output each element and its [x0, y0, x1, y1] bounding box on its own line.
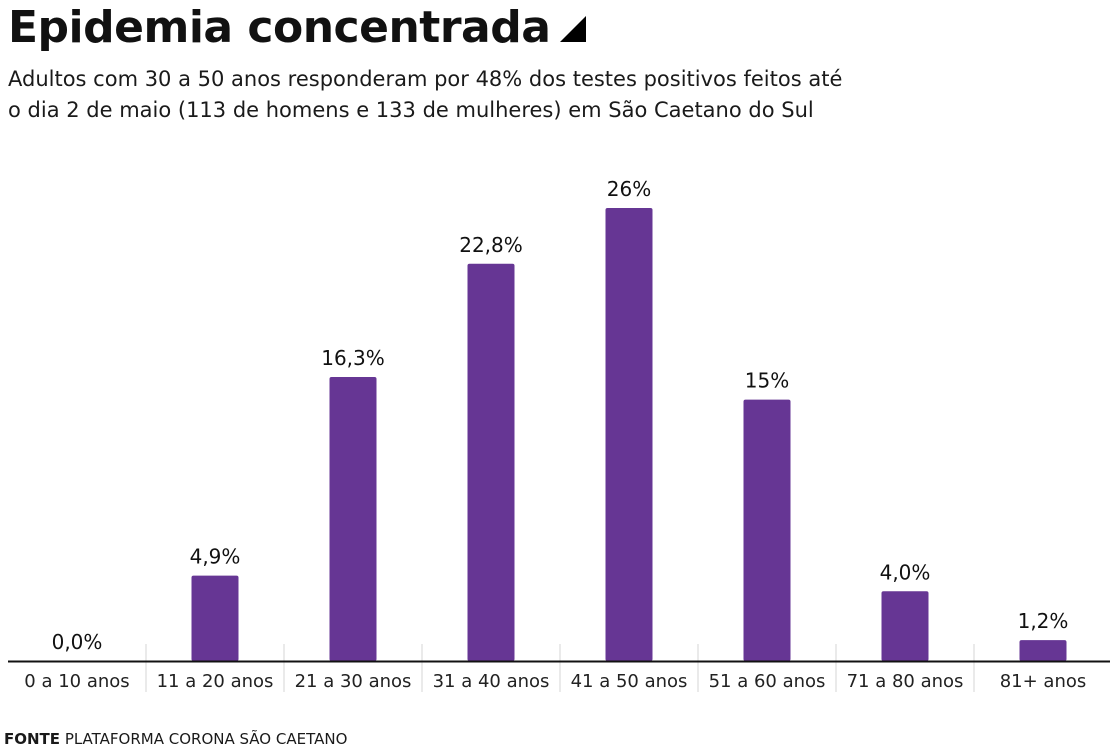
x-tick-label: 31 a 40 anos	[433, 671, 550, 692]
source-note: FONTE PLATAFORMA CORONA SÃO CAETANO	[4, 730, 347, 748]
chart-title: Epidemia concentrada	[8, 2, 587, 54]
bar	[191, 575, 239, 661]
bar	[881, 591, 929, 661]
data-label: 4,0%	[880, 560, 931, 584]
bar	[1019, 640, 1067, 661]
data-label: 22,8%	[459, 233, 523, 257]
x-tick-label: 11 a 20 anos	[157, 671, 274, 692]
x-tick-label: 51 a 60 anos	[709, 671, 826, 692]
source-text: PLATAFORMA CORONA SÃO CAETANO	[64, 730, 348, 748]
bar	[605, 208, 653, 661]
x-tick-label: 0 a 10 anos	[24, 671, 129, 692]
data-label: 4,9%	[190, 545, 241, 569]
x-tick-label: 21 a 30 anos	[295, 671, 412, 692]
subtitle-line: Adultos com 30 a 50 anos responderam por…	[8, 67, 843, 91]
triangle-corner-icon	[560, 16, 587, 42]
x-tick-label: 71 a 80 anos	[847, 671, 964, 692]
data-label: 16,3%	[321, 346, 385, 370]
bar	[329, 377, 377, 661]
data-label: 1,2%	[1018, 609, 1069, 633]
bar	[467, 263, 515, 661]
x-tick-label: 81+ anos	[1000, 671, 1087, 692]
chart-subtitle: Adultos com 30 a 50 anos responderam por…	[8, 64, 842, 126]
data-label: 15%	[745, 369, 789, 393]
x-tick-label: 41 a 50 anos	[571, 671, 688, 692]
subtitle-line: o dia 2 de maio (113 de homens e 133 de …	[8, 98, 814, 122]
chart-title-text: Epidemia concentrada	[8, 2, 551, 53]
data-label: 0,0%	[52, 630, 103, 654]
data-label: 26%	[607, 177, 651, 201]
bar	[743, 399, 791, 661]
source-label: FONTE	[4, 730, 61, 748]
